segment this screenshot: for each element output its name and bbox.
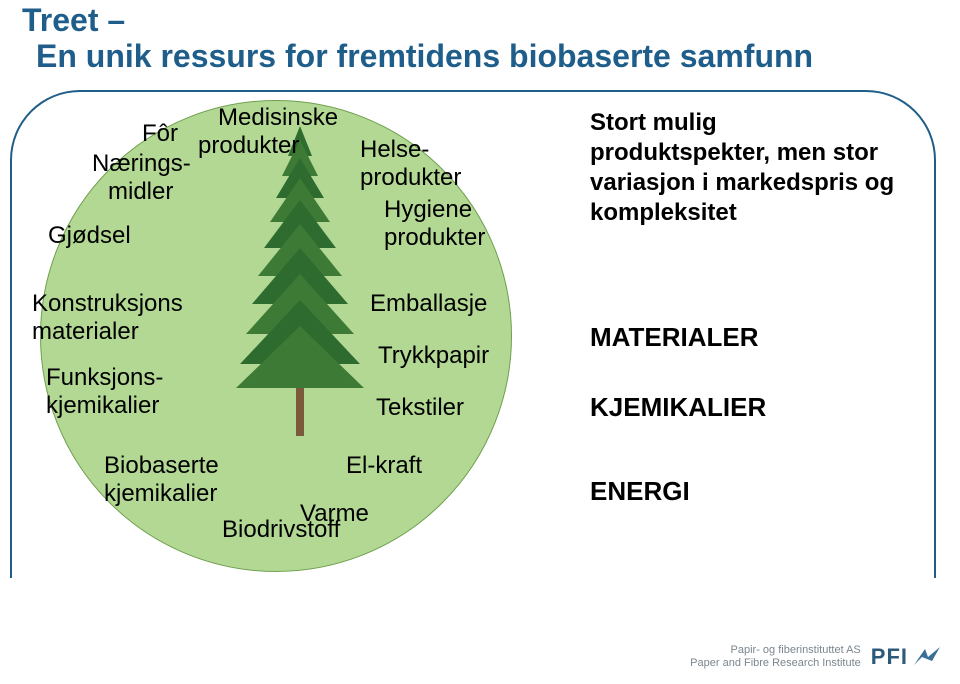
pfi-letters: PFI: [871, 644, 908, 670]
pfi-bird-icon: [912, 645, 942, 669]
side-desc-line: variasjon i markedspris og: [590, 168, 930, 198]
tree-icon: [236, 126, 364, 436]
footer-logo: Papir- og fiberinstituttet AS Paper and …: [690, 644, 942, 670]
label-kjemikalier-b: kjemikalier: [104, 480, 217, 508]
label-emballasje: Emballasje: [370, 290, 487, 318]
label-produkter-hy: produkter: [384, 224, 485, 252]
label-trykkpapir: Trykkpapir: [378, 342, 489, 370]
category-kjemikalier: KJEMIKALIER: [590, 392, 766, 423]
side-description: Stort mulig produktspekter, men stor var…: [590, 108, 930, 228]
label-funksjons: Funksjons-: [46, 364, 163, 392]
label-produkter-top: produkter: [198, 132, 299, 160]
label-helse: Helse-: [360, 136, 429, 164]
label-gjodsel: Gjødsel: [48, 222, 131, 250]
side-desc-line: Stort mulig: [590, 108, 930, 138]
footer-line-1: Papir- og fiberinstituttet AS: [690, 644, 861, 657]
label-konstruksjons: Konstruksjons: [32, 290, 183, 318]
label-kjemikalier-f: kjemikalier: [46, 392, 159, 420]
label-varme: Varme: [300, 500, 369, 528]
category-materialer: MATERIALER: [590, 322, 759, 353]
side-desc-line: produktspekter, men stor: [590, 138, 930, 168]
label-midler: midler: [108, 178, 173, 206]
side-desc-line: kompleksitet: [590, 198, 930, 228]
label-tekstiler: Tekstiler: [376, 394, 464, 422]
pfi-mark: PFI: [871, 644, 942, 670]
title-line-2: En unik ressurs for fremtidens biobasert…: [36, 38, 813, 75]
footer-line-2: Paper and Fibre Research Institute: [690, 657, 861, 670]
label-materialer: materialer: [32, 318, 139, 346]
title-line-1: Treet –: [22, 2, 125, 39]
label-for: Fôr: [142, 120, 178, 148]
footer-text: Papir- og fiberinstituttet AS Paper and …: [690, 644, 861, 669]
label-biobaserte: Biobaserte: [104, 452, 219, 480]
label-produkter-h: produkter: [360, 164, 461, 192]
label-naerings: Nærings-: [92, 150, 191, 178]
label-medisinske: Medisinske: [218, 104, 338, 132]
label-elkraft: El-kraft: [346, 452, 422, 480]
label-hygiene: Hygiene: [384, 196, 472, 224]
slide: Treet – En unik ressurs for fremtidens b…: [0, 0, 960, 684]
category-energi: ENERGI: [590, 476, 690, 507]
